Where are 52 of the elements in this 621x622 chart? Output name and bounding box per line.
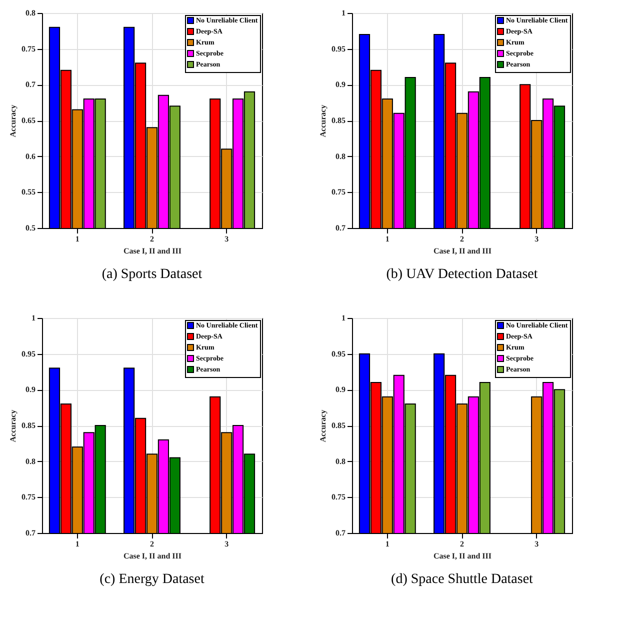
x-tick-label: 2	[150, 540, 154, 548]
y-tick-label: 0.85	[332, 116, 346, 125]
text: (d) Space Shuttle Dataset	[391, 572, 534, 587]
y-tick-label: 0.8	[336, 152, 346, 161]
y-tick-label: 0.85	[332, 421, 346, 430]
y-tick-label: 0.9	[336, 80, 346, 90]
x-axis-title: Case I, II and III	[433, 552, 492, 560]
x-tick-label: 1	[385, 540, 390, 548]
y-axis-title: Accuracy	[318, 410, 328, 442]
y-tick-label: 0.9	[26, 385, 36, 394]
y-tick-label: 0.7	[26, 80, 36, 90]
y-tick-label: 1	[342, 314, 346, 322]
y-tick-label: 0.7	[336, 224, 346, 232]
x-tick-label: 1	[75, 540, 80, 548]
y-tick-label: 0.8	[26, 456, 36, 466]
x-axis-title: Case I, II and III	[123, 246, 182, 256]
y-tick-label: 0.6	[26, 152, 36, 161]
text: (b) UAV Detection Dataset	[386, 267, 538, 282]
x-tick-label: 2	[460, 540, 464, 548]
y-tick-label: 0.95	[22, 349, 36, 358]
y-axis-title: Accuracy	[8, 410, 18, 442]
x-axis-title: Case I, II and III	[433, 246, 492, 256]
y-tick-label: 0.95	[332, 349, 346, 358]
text: (a) Sports Dataset	[102, 267, 202, 282]
y-tick-label: 0.75	[332, 492, 346, 502]
y-tick-label: 0.75	[332, 188, 346, 197]
x-tick-label: 3	[224, 540, 229, 548]
y-tick-label: 0.7	[26, 528, 36, 538]
x-tick-label: 3	[534, 540, 539, 548]
y-tick-label: 0.95	[332, 44, 346, 54]
y-tick-label: 0.8	[26, 8, 36, 18]
x-tick-label: 2	[150, 234, 154, 244]
y-tick-label: 0.75	[22, 492, 36, 502]
x-tick-label: 3	[534, 234, 539, 244]
x-axis-title: Case I, II and III	[123, 552, 182, 560]
y-axis-title: Accuracy	[8, 104, 18, 138]
y-tick-label: 0.85	[22, 421, 36, 430]
x-tick-label: 2	[460, 234, 464, 244]
y-tick-label: 0.8	[336, 456, 346, 466]
x-tick-label: 1	[385, 234, 390, 244]
y-tick-label: 0.55	[22, 188, 36, 197]
y-tick-label: 0.9	[336, 385, 346, 394]
y-tick-label: 0.75	[22, 44, 36, 54]
y-tick-label: 0.5	[26, 224, 36, 232]
y-tick-label: 1	[342, 8, 346, 18]
y-axis-title: Accuracy	[318, 104, 328, 138]
x-tick-label: 3	[224, 234, 229, 244]
y-tick-label: 0.65	[22, 116, 36, 125]
y-tick-label: 1	[32, 314, 36, 322]
text: (c) Energy Dataset	[100, 572, 204, 587]
x-tick-label: 1	[75, 234, 80, 244]
y-tick-label: 0.7	[336, 528, 346, 538]
